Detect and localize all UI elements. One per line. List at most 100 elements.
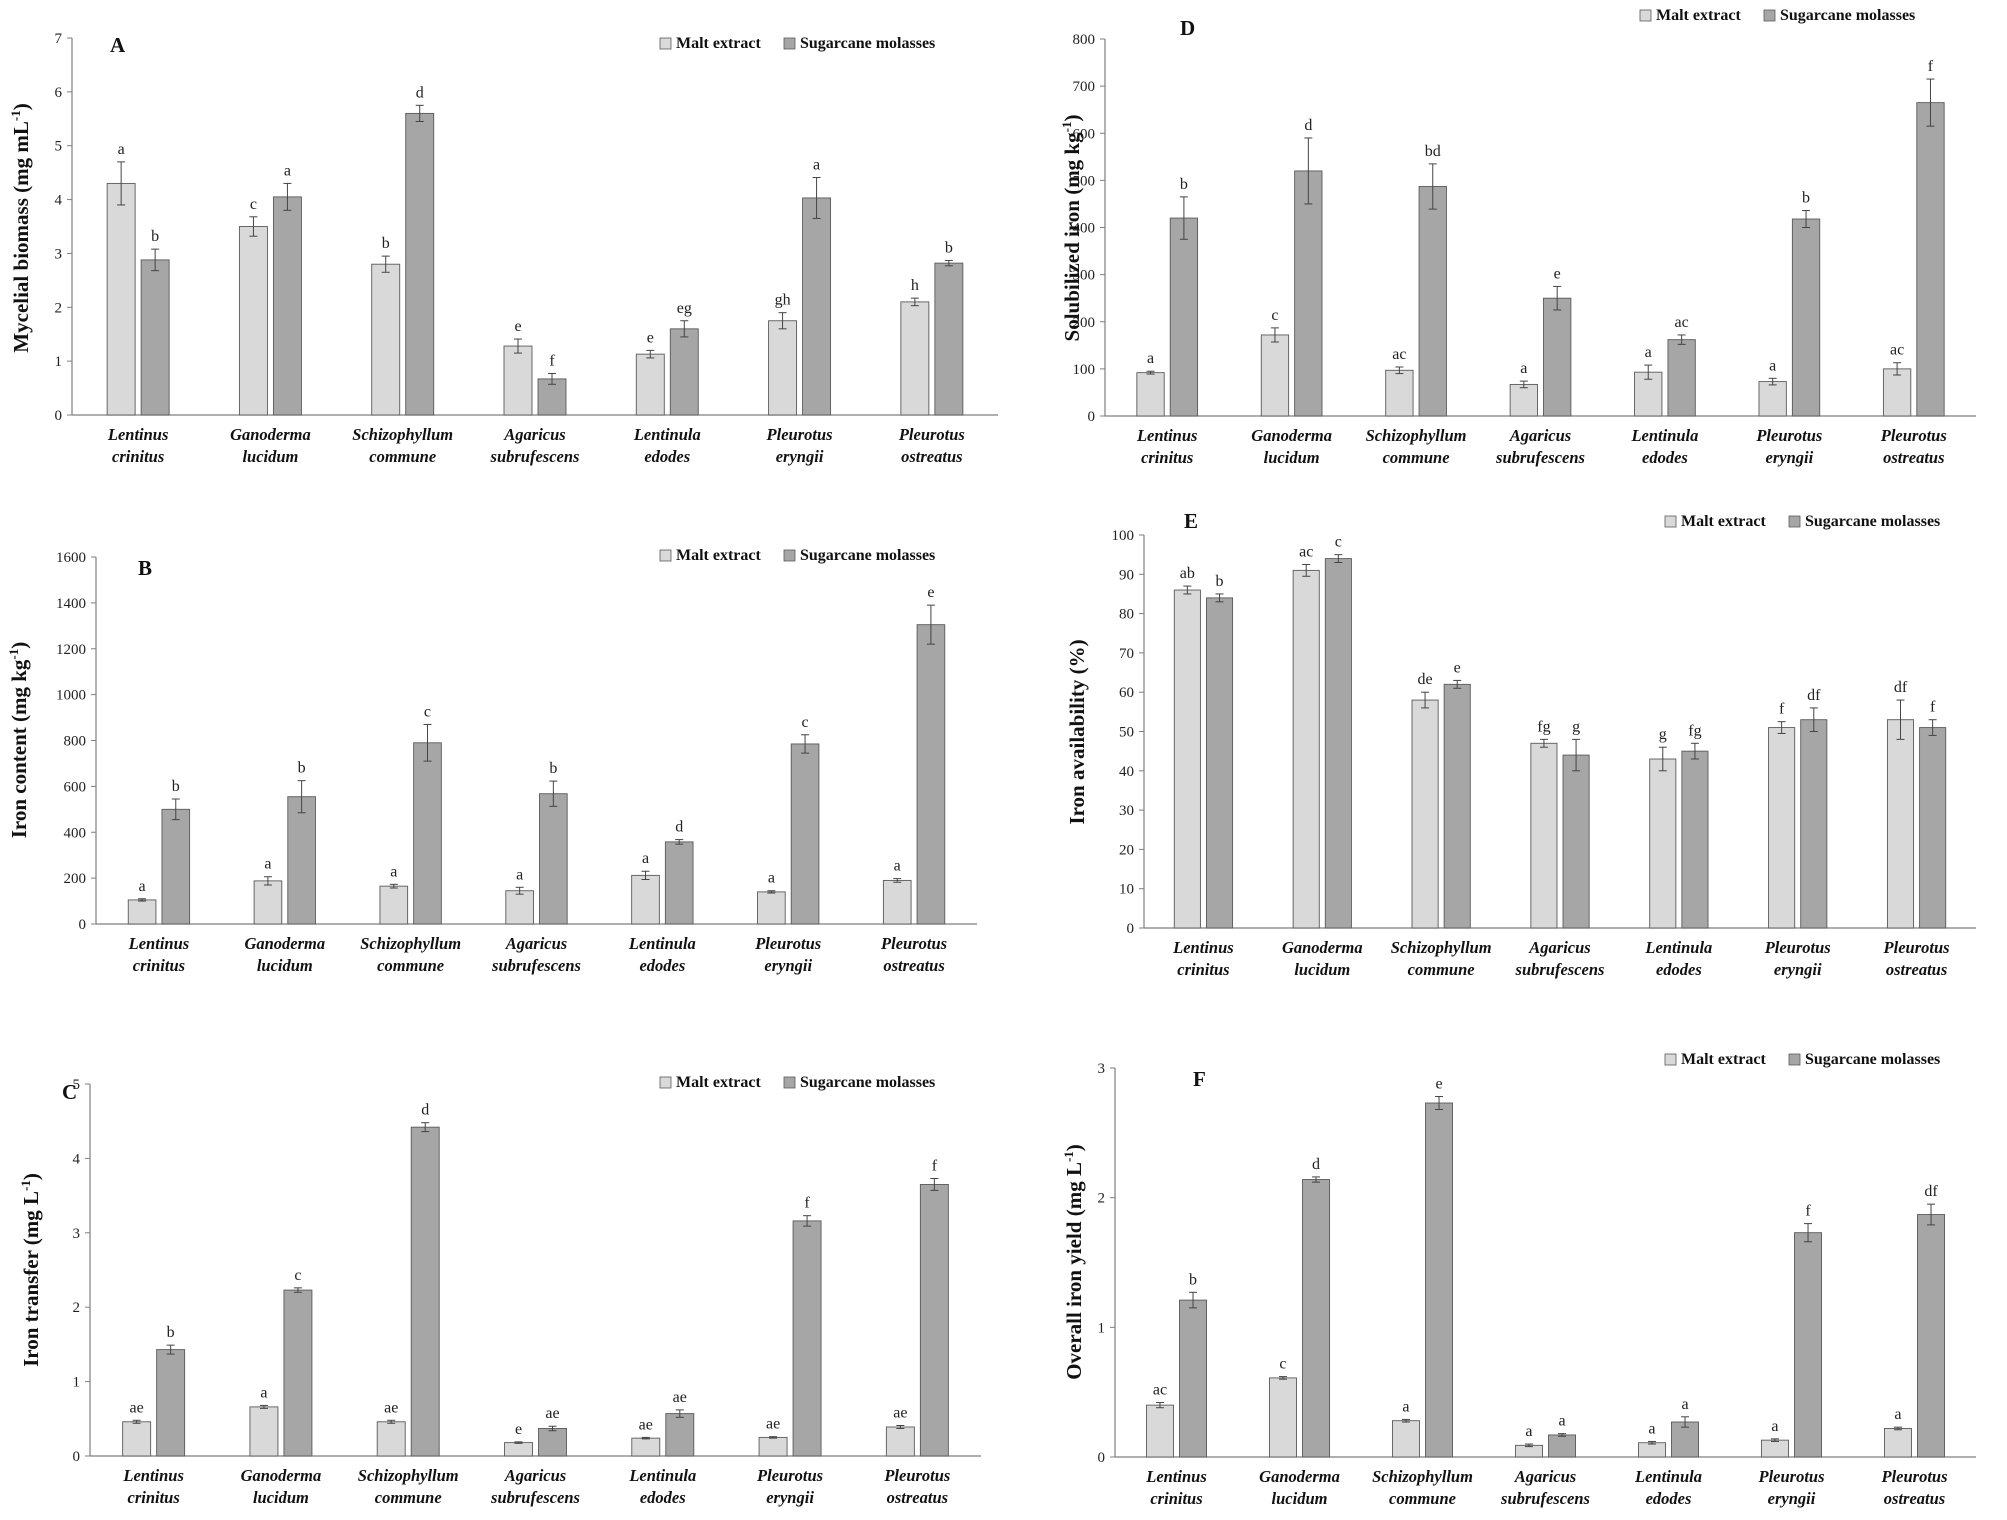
bar-malt xyxy=(635,353,665,416)
y-tick-label: 3 xyxy=(1098,1061,1106,1077)
category-label: Schizophyllum commune xyxy=(1391,938,1492,979)
panel-letter: B xyxy=(138,556,152,580)
bar-malt xyxy=(1268,1377,1297,1458)
category-label: Ganoderma lucidum xyxy=(241,1466,322,1507)
bar-malt xyxy=(1649,758,1677,929)
significance-label: d xyxy=(1304,117,1312,134)
category-label: Schizophyllum commune xyxy=(352,425,453,466)
significance-label: a xyxy=(1769,357,1776,374)
y-axis-label: Iron transfer (mg L-1) xyxy=(18,1173,43,1367)
bar-malt xyxy=(1768,727,1796,929)
significance-label: a xyxy=(1402,1398,1409,1415)
significance-label: b xyxy=(298,760,306,777)
category-label: Lentinus crinitus xyxy=(128,934,190,975)
significance-label: ac xyxy=(1392,346,1406,363)
bar-molasses xyxy=(283,1289,313,1457)
significance-label: a xyxy=(768,870,775,887)
bar-molasses xyxy=(1425,1102,1454,1458)
bar-molasses xyxy=(1169,217,1199,417)
y-tick-label: 1400 xyxy=(56,596,86,612)
y-tick-label: 700 xyxy=(1073,79,1096,95)
bar-molasses xyxy=(272,196,302,416)
bar-molasses xyxy=(287,796,316,925)
significance-label: f xyxy=(932,1157,938,1174)
legend-label-molasses: Sugarcane molasses xyxy=(800,547,935,564)
significance-label: a xyxy=(1645,344,1652,361)
significance-label: gh xyxy=(775,292,791,309)
legend-swatch-molasses xyxy=(783,549,796,562)
significance-label: b xyxy=(151,228,159,245)
y-tick-label: 3 xyxy=(55,246,63,262)
bar-molasses xyxy=(1179,1299,1208,1458)
bar-molasses xyxy=(664,841,694,925)
legend-label-malt: Malt extract xyxy=(1656,7,1742,24)
y-tick-label: 400 xyxy=(1073,221,1096,237)
category-label: Lentinus crinitus xyxy=(1172,938,1234,979)
significance-label: a xyxy=(118,141,125,158)
significance-label: ac xyxy=(1299,543,1313,560)
bar-molasses xyxy=(140,259,170,416)
significance-label: g xyxy=(1659,726,1667,743)
significance-label: b xyxy=(1802,190,1810,207)
bar-molasses xyxy=(413,742,442,925)
significance-label: e xyxy=(1454,659,1461,676)
significance-label: ac xyxy=(1675,314,1689,331)
bar-malt xyxy=(127,899,157,925)
bar-malt xyxy=(1292,569,1320,929)
bar-malt xyxy=(1882,368,1912,417)
legend-label-molasses: Sugarcane molasses xyxy=(800,1074,935,1091)
bar-malt xyxy=(505,890,534,925)
significance-label: e xyxy=(647,329,654,346)
category-label: Ganoderma lucidum xyxy=(1282,938,1363,979)
category-label: Ganoderma lucidum xyxy=(244,934,325,975)
y-tick-label: 600 xyxy=(64,779,87,795)
y-tick-label: 0 xyxy=(79,917,87,933)
y-tick-label: 1 xyxy=(73,1375,81,1391)
legend-swatch-molasses xyxy=(783,37,796,50)
y-tick-label: 4 xyxy=(73,1151,81,1167)
y-tick-label: 0 xyxy=(1127,921,1135,937)
y-tick-label: 1 xyxy=(1098,1320,1106,1336)
y-tick-label: 100 xyxy=(1112,528,1135,544)
category-label: Agaricus subrufescens xyxy=(1500,1467,1590,1508)
bar-malt xyxy=(1760,1439,1789,1458)
bar-molasses xyxy=(1294,170,1323,417)
y-tick-label: 1200 xyxy=(56,642,86,658)
bar-malt xyxy=(371,263,401,416)
significance-label: b xyxy=(1216,573,1224,590)
bar-molasses xyxy=(934,262,964,416)
category-label: Lentinula edodes xyxy=(1630,426,1698,467)
significance-label: c xyxy=(250,196,257,213)
legend: Malt extract Sugarcane molasses xyxy=(659,35,935,52)
panel-b: 0 200 400 600 800 1000 1200 1400 1600 Iron conten… xyxy=(6,547,977,975)
panel-letter: F xyxy=(1193,1067,1206,1091)
panel-c: 0 1 2 3 4 5 Iron transfer (mg L-1) C Malt extrac… xyxy=(18,1074,981,1507)
category-label: Agaricus subrufescens xyxy=(490,425,580,466)
category-label: Ganoderma lucidum xyxy=(1259,1467,1340,1508)
bar-malt xyxy=(1758,381,1787,417)
y-tick-label: 80 xyxy=(1119,607,1134,623)
bar-malt xyxy=(503,345,533,416)
bar-molasses xyxy=(1916,102,1945,417)
y-tick-label: 1000 xyxy=(56,688,86,704)
bar-malt xyxy=(900,301,930,416)
bar-molasses xyxy=(919,1183,949,1457)
panel-letter: C xyxy=(62,1080,77,1104)
significance-label: a xyxy=(284,162,291,179)
y-tick-label: 40 xyxy=(1119,764,1134,780)
bar-malt xyxy=(1260,334,1290,417)
legend: Malt extract Sugarcane molasses xyxy=(1639,7,1915,24)
significance-label: ac xyxy=(1890,342,1904,359)
significance-label: f xyxy=(804,1195,810,1212)
legend-swatch-molasses xyxy=(783,1076,796,1089)
bar-molasses xyxy=(1302,1179,1331,1458)
bar-malt xyxy=(1385,369,1414,417)
significance-label: b xyxy=(382,235,390,252)
legend-swatch-molasses xyxy=(1763,9,1776,22)
bar-malt xyxy=(1509,383,1538,417)
significance-label: ae xyxy=(766,1416,780,1433)
bar-malt xyxy=(376,1421,406,1457)
category-label: Lentinula edodes xyxy=(628,1466,696,1507)
bar-molasses xyxy=(1324,558,1352,929)
significance-label: f xyxy=(1928,58,1934,75)
